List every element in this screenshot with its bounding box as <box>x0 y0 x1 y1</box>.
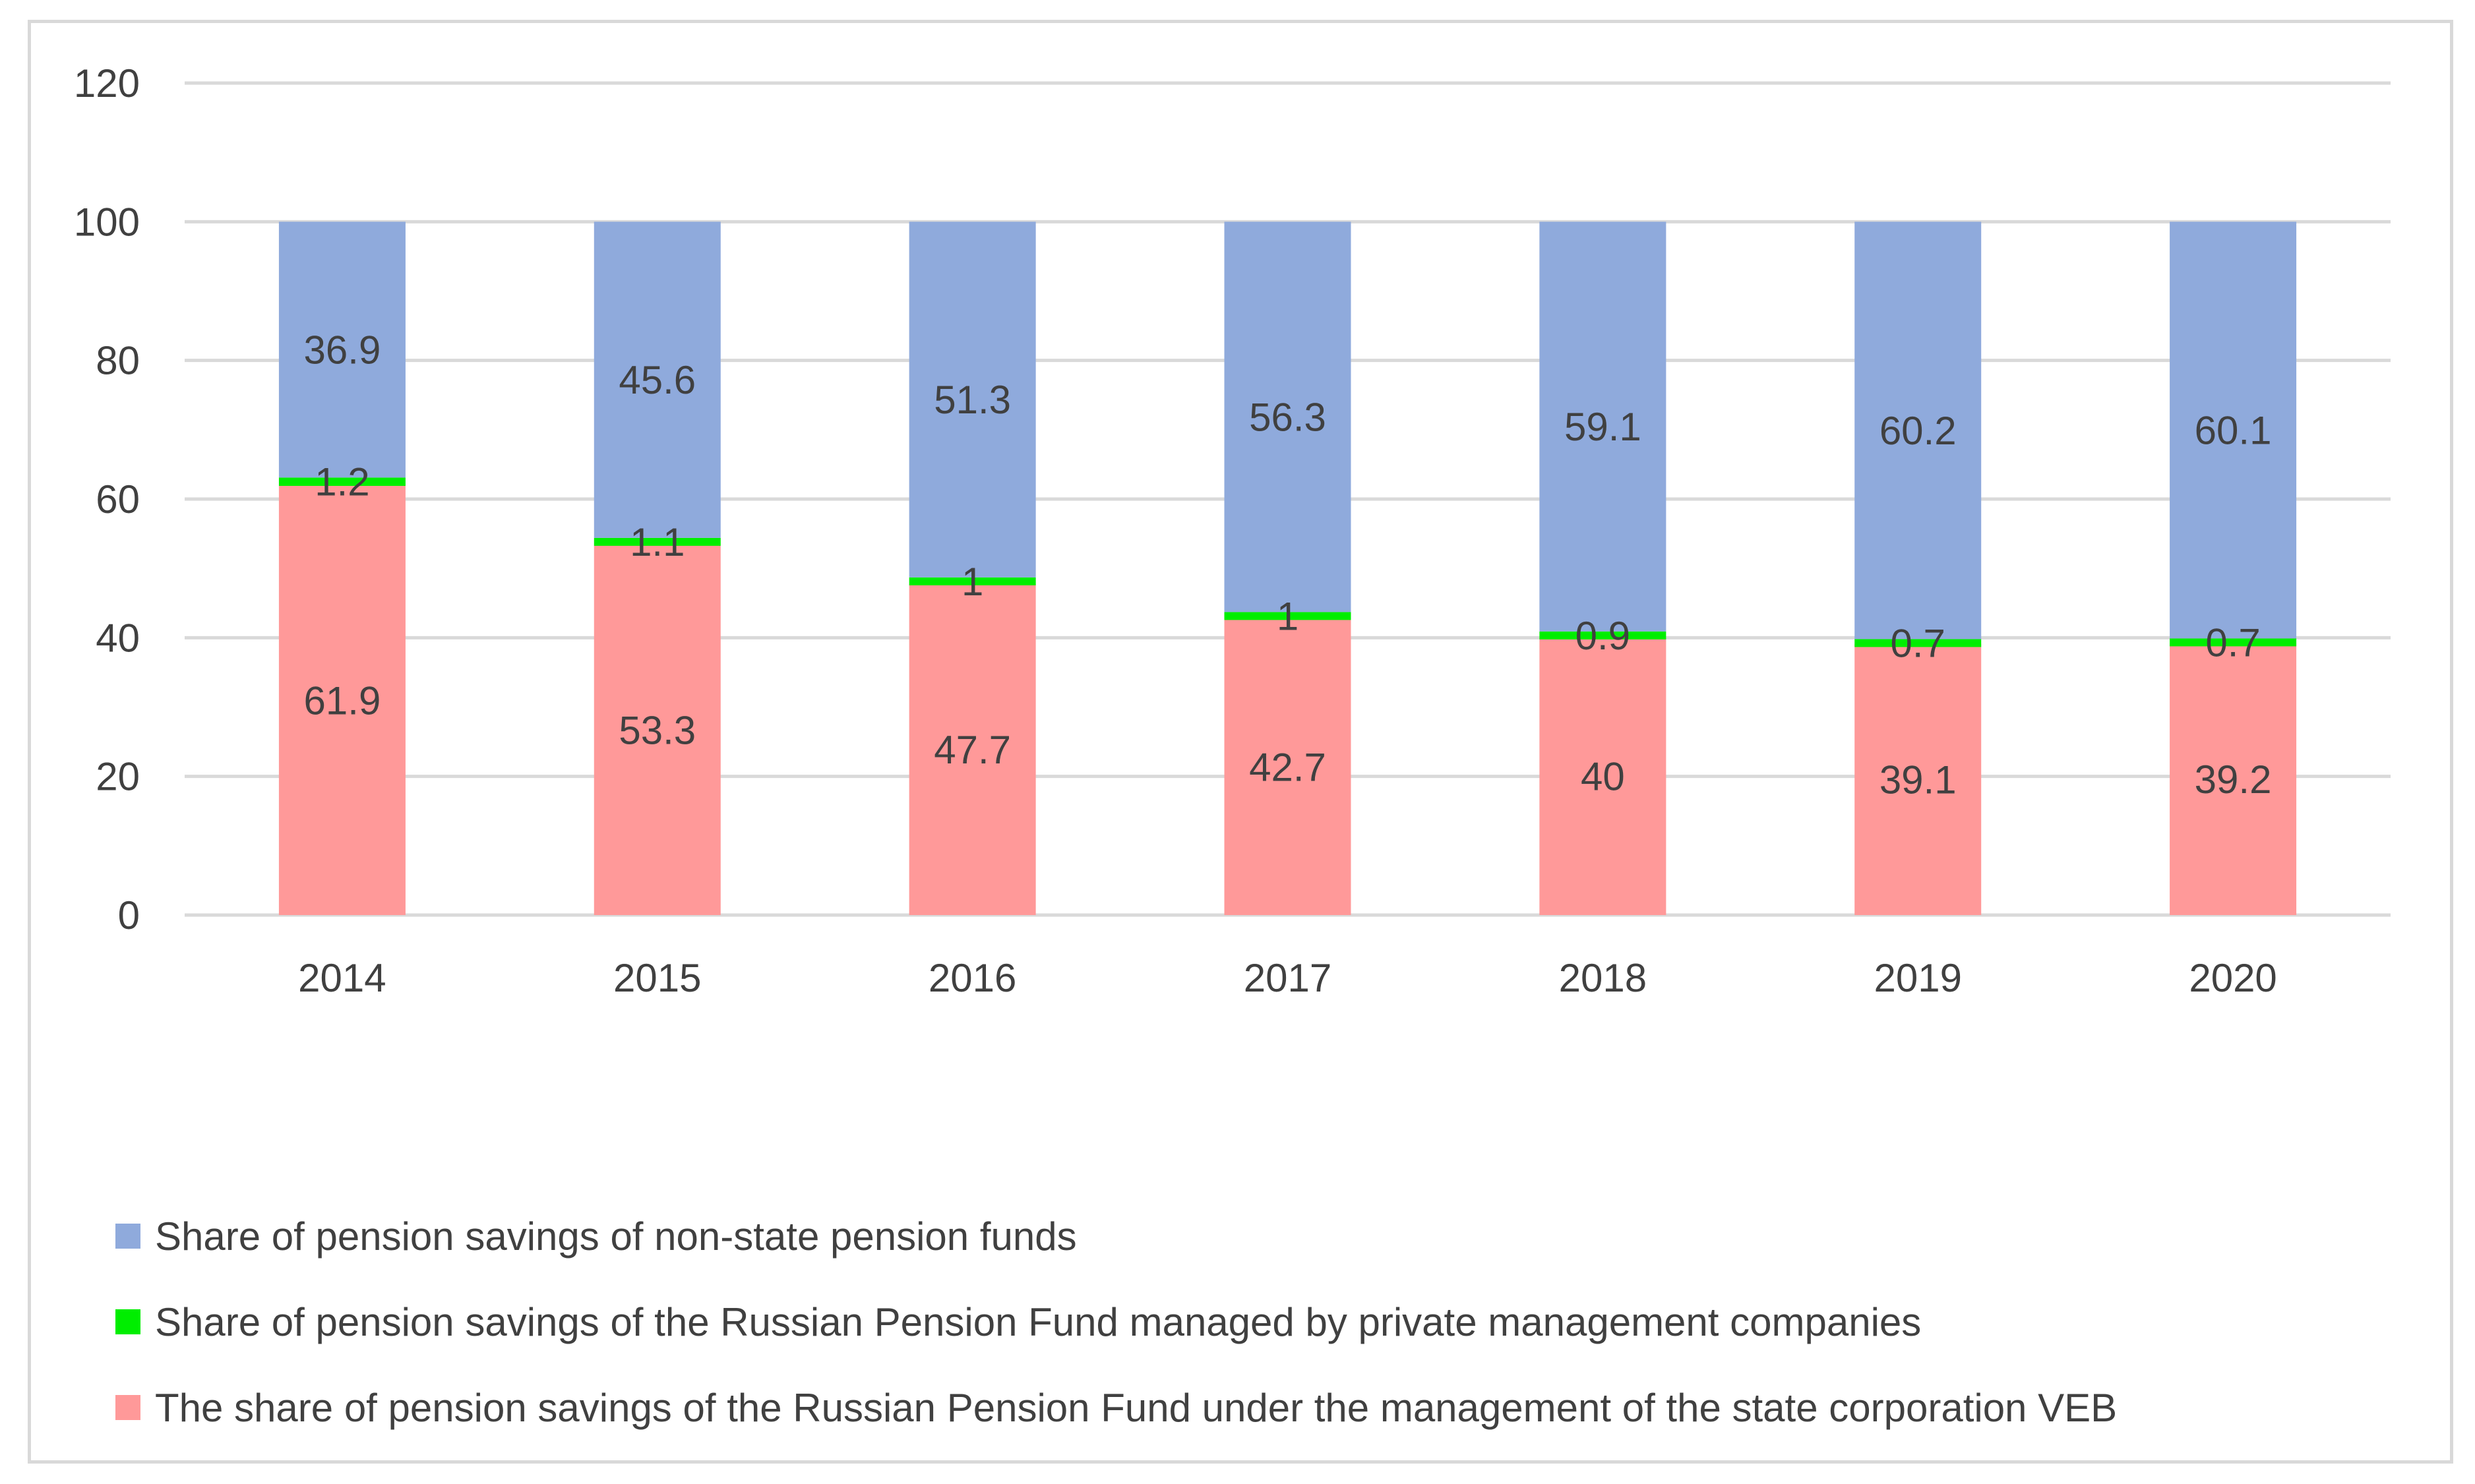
bar-segment-2019-series-2 <box>1854 222 1982 639</box>
bar-segment-2018-series-1 <box>1539 631 1666 639</box>
x-axis-tick-labels: 2014 2015 2016 2017 2018 2019 2020 <box>298 956 2277 1000</box>
y-tick-label: 120 <box>74 61 140 105</box>
bar-segment-2019-series-0 <box>1854 643 1982 915</box>
data-label-2020-series-0: 39.2 <box>2195 757 2272 802</box>
data-label-2014-series-0: 61.9 <box>304 679 381 723</box>
legend-label: The share of pension savings of the Russ… <box>155 1385 2118 1430</box>
y-tick-label: 60 <box>96 477 140 521</box>
y-tick-label: 100 <box>74 200 140 244</box>
data-label-2016-series-2: 51.3 <box>934 378 1011 422</box>
data-label-2014-series-2: 36.9 <box>304 328 381 372</box>
data-label-2016-series-0: 47.7 <box>934 728 1011 772</box>
x-tick-label-2017: 2017 <box>1244 956 1331 1000</box>
bar-segment-2020-series-0 <box>2170 643 2297 915</box>
data-label-2017-series-0: 42.7 <box>1249 745 1326 789</box>
data-label-2019-series-0: 39.1 <box>1879 757 1957 802</box>
data-label-2017-series-2: 56.3 <box>1249 395 1326 439</box>
bar-segment-2015-series-1 <box>594 537 721 546</box>
bars <box>278 222 2297 915</box>
bar-segment-2014-series-1 <box>278 477 406 487</box>
legend-swatch <box>115 1395 140 1420</box>
bar-segment-2015-series-0 <box>594 545 721 915</box>
x-tick-label-2015: 2015 <box>613 956 701 1000</box>
x-tick-label-2014: 2014 <box>298 956 386 1000</box>
bar-segment-2020-series-1 <box>2170 638 2297 647</box>
legend-label: Share of pension savings of the Russian … <box>155 1299 1922 1344</box>
bar-segment-2014-series-0 <box>278 486 406 915</box>
y-tick-label: 20 <box>96 755 140 799</box>
y-axis-tick-labels: 0 20 40 60 80 100 120 <box>74 61 140 937</box>
data-label-2019-series-2: 60.2 <box>1879 409 1957 453</box>
data-label-2018-series-1: 0.9 <box>1575 614 1630 658</box>
bar-segment-2016-series-1 <box>909 577 1036 585</box>
y-tick-label: 0 <box>118 893 140 937</box>
bar-segment-2017-series-1 <box>1224 612 1351 620</box>
data-label-2020-series-2: 60.1 <box>2195 408 2272 452</box>
legend-item: Share of pension savings of non-state pe… <box>115 1193 2117 1279</box>
data-label-2015-series-2: 45.6 <box>619 358 696 402</box>
bar-segment-2017-series-2 <box>1224 222 1351 612</box>
bar-segment-2019-series-1 <box>1854 639 1982 647</box>
data-label-2015-series-0: 53.3 <box>619 709 696 753</box>
x-tick-label-2019: 2019 <box>1874 956 1961 1000</box>
y-tick-label: 40 <box>96 616 140 660</box>
bar-segment-2020-series-2 <box>2170 222 2297 639</box>
x-tick-label-2018: 2018 <box>1559 956 1647 1000</box>
data-labels: 61.9 1.2 36.9 53.3 1.1 45.6 47.7 1 51.3 42.7 1 56.3… <box>304 328 2272 802</box>
legend-swatch <box>115 1309 140 1334</box>
data-label-2016-series-1: 1 <box>962 560 983 604</box>
bar-segment-2018-series-2 <box>1539 222 1666 632</box>
legend-item: The share of pension savings of the Russ… <box>115 1365 2117 1450</box>
data-label-2018-series-0: 40 <box>1581 755 1625 799</box>
legend-label: Share of pension savings of non-state pe… <box>155 1214 1077 1259</box>
bar-segment-2017-series-0 <box>1224 618 1351 915</box>
bar-segment-2018-series-0 <box>1539 638 1666 915</box>
bar-segment-2016-series-2 <box>909 222 1036 578</box>
data-label-2017-series-1: 1 <box>1277 594 1299 638</box>
bar-segment-2014-series-2 <box>278 222 406 478</box>
bar-segment-2016-series-0 <box>909 584 1036 915</box>
data-label-2020-series-1: 0.7 <box>2205 620 2260 665</box>
legend: Share of pension savings of non-state pe… <box>115 1193 2117 1450</box>
x-tick-label-2016: 2016 <box>929 956 1016 1000</box>
y-tick-label: 80 <box>96 339 140 383</box>
bar-segment-2015-series-2 <box>594 222 721 538</box>
legend-item: Share of pension savings of the Russian … <box>115 1279 2117 1365</box>
data-label-2015-series-1: 1.1 <box>630 520 685 564</box>
x-tick-label-2020: 2020 <box>2189 956 2276 1000</box>
data-label-2018-series-2: 59.1 <box>1564 405 1641 449</box>
data-label-2014-series-1: 1.2 <box>315 460 369 504</box>
data-label-2019-series-1: 0.7 <box>1891 621 1945 665</box>
legend-swatch <box>115 1224 140 1249</box>
